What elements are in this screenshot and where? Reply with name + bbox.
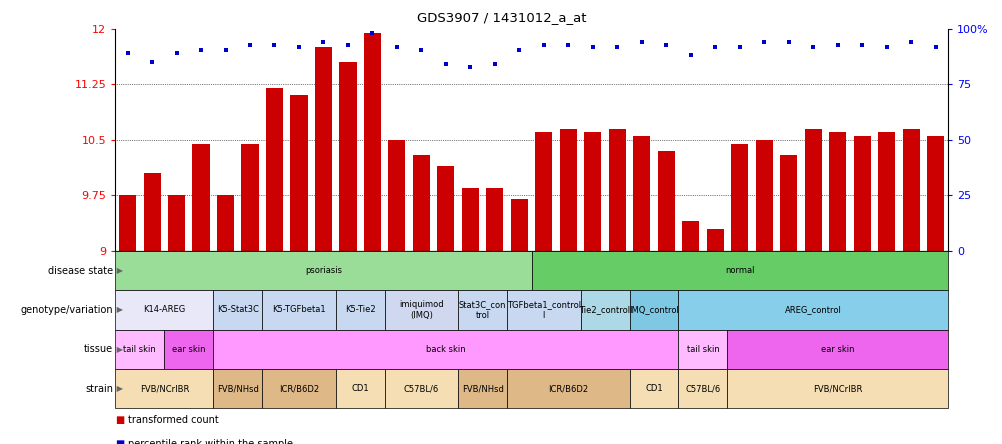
Bar xyxy=(730,143,747,251)
Text: genotype/variation: genotype/variation xyxy=(21,305,113,315)
Bar xyxy=(167,195,185,251)
Bar xyxy=(780,155,797,251)
Bar xyxy=(510,199,527,251)
Text: disease state: disease state xyxy=(48,266,113,276)
Bar xyxy=(926,136,943,251)
Text: K5-TGFbeta1: K5-TGFbeta1 xyxy=(272,305,326,314)
Text: tail skin: tail skin xyxy=(686,345,718,354)
Bar xyxy=(216,195,233,251)
Bar xyxy=(413,155,430,251)
Bar xyxy=(315,48,332,251)
Text: Tie2_control: Tie2_control xyxy=(579,305,630,314)
Text: K5-Stat3C: K5-Stat3C xyxy=(216,305,259,314)
Bar xyxy=(608,129,625,251)
Bar xyxy=(291,95,308,251)
Text: back skin: back skin xyxy=(426,345,465,354)
Bar xyxy=(583,132,601,251)
Text: ▶: ▶ xyxy=(114,266,123,275)
Bar xyxy=(877,132,895,251)
Text: GDS3907 / 1431012_a_at: GDS3907 / 1431012_a_at xyxy=(417,11,585,24)
Bar xyxy=(706,229,723,251)
Text: tail skin: tail skin xyxy=(123,345,156,354)
Bar xyxy=(902,129,919,251)
Bar xyxy=(804,129,821,251)
Text: TGFbeta1_control
l: TGFbeta1_control l xyxy=(506,300,580,320)
Text: psoriasis: psoriasis xyxy=(305,266,342,275)
Bar xyxy=(143,173,160,251)
Bar xyxy=(437,166,454,251)
Bar xyxy=(461,188,479,251)
Text: ear skin: ear skin xyxy=(172,345,205,354)
Text: ▶: ▶ xyxy=(114,384,123,393)
Text: FVB/NCrIBR: FVB/NCrIBR xyxy=(813,384,862,393)
Text: strain: strain xyxy=(85,384,113,394)
Text: transformed count: transformed count xyxy=(128,415,218,424)
Text: AREG_control: AREG_control xyxy=(784,305,841,314)
Bar xyxy=(853,136,870,251)
Text: FVB/NHsd: FVB/NHsd xyxy=(216,384,259,393)
Text: imiquimod
(IMQ): imiquimod (IMQ) xyxy=(399,300,443,320)
Text: FVB/NCrIBR: FVB/NCrIBR xyxy=(139,384,188,393)
Text: ■: ■ xyxy=(115,415,124,424)
Text: ■: ■ xyxy=(115,439,124,444)
Text: tissue: tissue xyxy=(84,345,113,354)
Text: IMQ_control: IMQ_control xyxy=(628,305,678,314)
Text: CD1: CD1 xyxy=(351,384,369,393)
Text: Stat3C_con
trol: Stat3C_con trol xyxy=(458,300,506,320)
Bar xyxy=(119,195,136,251)
Bar xyxy=(829,132,846,251)
Bar xyxy=(681,221,698,251)
Bar xyxy=(559,129,576,251)
Text: K14-AREG: K14-AREG xyxy=(143,305,185,314)
Text: ICR/B6D2: ICR/B6D2 xyxy=(279,384,319,393)
Text: FVB/NHsd: FVB/NHsd xyxy=(461,384,503,393)
Text: K5-Tie2: K5-Tie2 xyxy=(345,305,375,314)
Text: CD1: CD1 xyxy=(644,384,662,393)
Bar xyxy=(266,88,283,251)
Bar xyxy=(755,140,772,251)
Bar xyxy=(388,140,405,251)
Text: ICR/B6D2: ICR/B6D2 xyxy=(548,384,588,393)
Bar xyxy=(632,136,649,251)
Text: normal: normal xyxy=(724,266,754,275)
Bar xyxy=(657,151,674,251)
Text: ▶: ▶ xyxy=(114,345,123,354)
Text: percentile rank within the sample: percentile rank within the sample xyxy=(128,439,294,444)
Bar xyxy=(535,132,552,251)
Bar xyxy=(241,143,259,251)
Text: ear skin: ear skin xyxy=(820,345,854,354)
Bar xyxy=(339,62,356,251)
Bar xyxy=(486,188,503,251)
Bar xyxy=(364,32,381,251)
Text: C57BL/6: C57BL/6 xyxy=(404,384,439,393)
Text: ▶: ▶ xyxy=(114,305,123,314)
Bar xyxy=(192,143,209,251)
Text: C57BL/6: C57BL/6 xyxy=(684,384,719,393)
